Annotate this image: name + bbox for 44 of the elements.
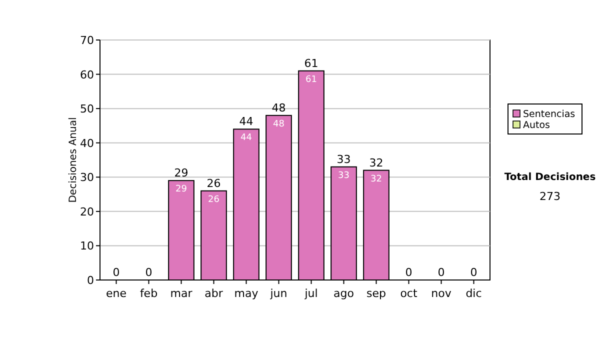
y-tick-label: 30 [80,171,94,184]
y-tick-label: 0 [87,274,94,287]
total-label: 0 [405,266,412,279]
data-label: 61 [306,74,317,85]
total-label: 26 [206,176,221,190]
text: Total Decisiones [504,172,596,183]
x-tick-label: jun [269,287,288,300]
y-tick-label: 40 [80,136,94,150]
total-label: 48 [272,101,286,114]
y-axis-title: Decisiones Anual [68,117,79,203]
total-label: 0 [438,266,445,279]
data-label: 32 [370,174,382,184]
y-tick-label: 50 [80,102,94,116]
legend-label: Sentencias [523,109,576,120]
data-label: 33 [338,170,350,181]
x-tick-label: feb [140,287,158,300]
x-tick-label: jul [304,287,318,300]
y-tick-label: 10 [80,240,94,253]
total-label: 0 [145,266,152,279]
total-label: 0 [112,266,120,279]
x-tick-label: nov [431,287,452,300]
y-tick-label: 20 [80,205,94,218]
total-label: 0 [470,266,478,279]
x-tick-label: dic [466,287,482,300]
x-tick-label: oct [400,287,418,300]
x-tick-label: ene [106,287,127,300]
data-label: 44 [240,133,252,144]
x-tick-label: sep [366,287,386,300]
total-label: 44 [239,115,254,128]
data-label: 48 [273,119,285,130]
legend-label: Autos [523,120,550,131]
text: 273 [540,190,560,203]
x-tick-label: abr [204,287,224,300]
y-tick-label: 70 [80,34,94,47]
x-tick-label: mar [170,287,193,300]
total-label: 61 [304,56,318,70]
total-label: 29 [174,166,188,180]
total-label: 32 [369,156,384,170]
x-tick-label: may [234,287,259,300]
total-label: 33 [336,152,351,166]
y-tick-label: 60 [80,68,94,82]
data-label: 29 [176,184,188,195]
data-label: 26 [208,194,220,205]
x-tick-label: ago [334,287,354,300]
